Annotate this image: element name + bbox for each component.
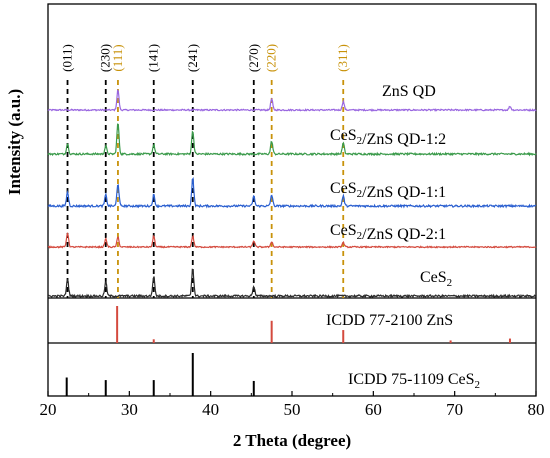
- reference-patterns: [65, 306, 511, 396]
- x-tick-label: 30: [121, 400, 138, 419]
- y-axis-title: Intensity (a.u.): [5, 89, 24, 195]
- series-line: [47, 232, 537, 249]
- series-line: [47, 176, 537, 209]
- hkl-label: (141): [146, 44, 161, 72]
- hkl-label: (311): [335, 44, 350, 72]
- x-tick-label: 50: [284, 400, 301, 419]
- series-line: [47, 123, 537, 157]
- series-label: CeS2/ZnS QD-1:1: [330, 180, 446, 201]
- hkl-label: (270): [246, 44, 261, 72]
- reference-label: ICDD 75-1109 CeS2: [348, 371, 480, 391]
- x-axis-title: 2 Theta (degree): [233, 431, 351, 450]
- x-tick-label: 20: [40, 400, 57, 419]
- reference-label: ICDD 77-2100 ZnS: [326, 312, 453, 329]
- series-line: [48, 268, 536, 299]
- x-tick-label: 40: [202, 400, 219, 419]
- x-tick-label: 70: [446, 400, 463, 419]
- hkl-label: (011): [60, 44, 75, 72]
- hkl-label: (220): [264, 44, 279, 72]
- x-tick-label: 80: [528, 400, 545, 419]
- x-axis-ticks: 20 30 40 50 60 70 80: [40, 391, 545, 419]
- series-line: [47, 89, 537, 113]
- hkl-label: (241): [185, 44, 200, 72]
- series-label: CeS2/ZnS QD-1:2: [330, 127, 446, 148]
- series-label: ZnS QD: [382, 83, 436, 100]
- chart-labels: ZnS QD CeS2/ZnS QD-1:2 CeS2/ZnS QD-1:1 CeS2…: [60, 44, 480, 391]
- series-label: CeS2: [420, 269, 452, 289]
- xrd-series: [47, 89, 537, 299]
- series-label: CeS2/ZnS QD-2:1: [330, 222, 446, 243]
- hkl-label: (230): [98, 44, 113, 72]
- hkl-guide-lines: [66, 80, 345, 298]
- x-tick-label: 60: [365, 400, 382, 419]
- hkl-label: (111): [110, 44, 125, 71]
